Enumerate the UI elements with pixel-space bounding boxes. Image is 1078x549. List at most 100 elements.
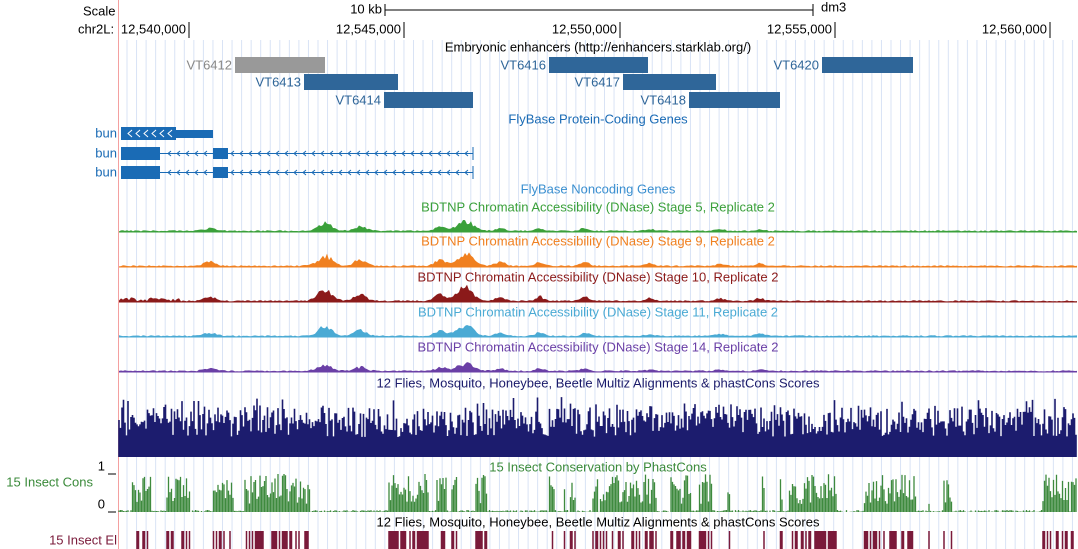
axis-max-label: 1 — [98, 458, 105, 473]
strand-arrow — [167, 150, 172, 157]
strand-arrow — [419, 169, 424, 176]
exon — [213, 167, 228, 178]
strand-arrow — [239, 150, 244, 157]
element-bars — [136, 531, 1074, 549]
signal-wiggle — [119, 219, 1077, 232]
strand-arrow — [311, 169, 316, 176]
strand-arrow — [401, 150, 406, 157]
strand-arrow — [143, 129, 149, 138]
strand-arrow — [320, 169, 325, 176]
strand-arrow — [167, 129, 173, 138]
signal-wiggle — [119, 252, 1077, 267]
track-title: BDTNP Chromatin Accessibility (DNase) St… — [417, 339, 778, 354]
strand-arrow — [167, 169, 172, 176]
strand-arrow — [419, 150, 424, 157]
strand-arrow — [338, 169, 343, 176]
enhancer-label: VT6416 — [500, 57, 546, 72]
position-label: 12,550,000 — [552, 21, 617, 36]
strand-arrow — [455, 150, 460, 157]
exon — [121, 147, 160, 160]
strand-arrow — [248, 169, 253, 176]
strand-arrow — [275, 150, 280, 157]
track-title: 12 Flies, Mosquito, Honeybee, Beetle Mul… — [377, 514, 820, 529]
strand-arrow — [151, 129, 157, 138]
chrom-label: chr2L: — [78, 21, 114, 36]
assembly-label: dm3 — [821, 0, 846, 14]
strand-arrow — [194, 150, 199, 157]
strand-arrow — [159, 129, 165, 138]
strand-arrow — [203, 169, 208, 176]
strand-arrow — [392, 169, 397, 176]
strand-arrow — [293, 150, 298, 157]
track-title: 12 Flies, Mosquito, Honeybee, Beetle Mul… — [377, 375, 820, 390]
strand-arrow — [347, 150, 352, 157]
track-title: BDTNP Chromatin Accessibility (DNase) St… — [421, 233, 775, 248]
strand-arrow — [428, 169, 433, 176]
strand-arrow — [365, 150, 370, 157]
enhancer — [822, 57, 913, 73]
position-label: 12,555,000 — [767, 21, 832, 36]
enhancer-label: VT6417 — [574, 74, 620, 89]
gene-label: bun — [95, 145, 117, 160]
strand-arrow — [284, 150, 289, 157]
strand-arrow — [329, 169, 334, 176]
enhancer — [384, 92, 473, 108]
strand-arrow — [410, 150, 415, 157]
enhancer — [689, 92, 780, 108]
strand-arrow — [410, 169, 415, 176]
strand-arrow — [194, 169, 199, 176]
strand-arrow — [374, 169, 379, 176]
strand-arrow — [437, 169, 442, 176]
track-title: Embryonic enhancers (http://enhancers.st… — [445, 39, 751, 54]
strand-arrow — [230, 150, 235, 157]
enhancer-label: VT6412 — [186, 57, 232, 72]
track-title: FlyBase Noncoding Genes — [521, 181, 676, 196]
exon — [213, 148, 228, 159]
strand-arrow — [329, 150, 334, 157]
track-title: BDTNP Chromatin Accessibility (DNase) St… — [421, 199, 775, 214]
strand-arrow — [203, 150, 208, 157]
signal-wiggle — [119, 284, 1077, 302]
strand-arrow — [365, 169, 370, 176]
exon — [121, 127, 176, 140]
track-title: BDTNP Chromatin Accessibility (DNase) St… — [418, 304, 778, 319]
gene-label: bun — [95, 125, 117, 140]
enhancer — [549, 57, 648, 73]
enhancer — [623, 74, 716, 90]
track-title: BDTNP Chromatin Accessibility (DNase) St… — [417, 269, 778, 284]
strand-arrow — [239, 169, 244, 176]
strand-arrow — [284, 169, 289, 176]
scale-bar-label: 10 kb — [350, 1, 382, 16]
strand-arrow — [127, 129, 133, 138]
strand-arrow — [176, 169, 181, 176]
exon — [121, 166, 160, 179]
enhancer-label: VT6418 — [640, 92, 686, 107]
signal-wiggle — [119, 362, 1077, 372]
enhancer — [304, 74, 398, 90]
strand-arrow — [185, 150, 190, 157]
gene-label: bun — [95, 164, 117, 179]
strand-arrow — [266, 150, 271, 157]
strand-arrow — [266, 169, 271, 176]
position-label: 12,540,000 — [121, 21, 186, 36]
scale-label: Scale — [83, 3, 116, 18]
strand-arrow — [185, 169, 190, 176]
strand-arrow — [428, 150, 433, 157]
conservation-bars — [118, 397, 1077, 457]
strand-arrow — [293, 169, 298, 176]
strand-arrow — [383, 169, 388, 176]
strand-arrow — [464, 169, 469, 176]
strand-arrow — [446, 150, 451, 157]
strand-arrow — [311, 150, 316, 157]
side-label: 15 Insect Cons — [6, 474, 93, 489]
strand-arrow — [338, 150, 343, 157]
strand-arrow — [356, 150, 361, 157]
strand-arrow — [257, 150, 262, 157]
strand-arrow — [302, 169, 307, 176]
position-label: 12,545,000 — [336, 21, 401, 36]
enhancer-label: VT6420 — [773, 57, 819, 72]
strand-arrow — [248, 150, 253, 157]
enhancer-label: VT6413 — [255, 74, 301, 89]
